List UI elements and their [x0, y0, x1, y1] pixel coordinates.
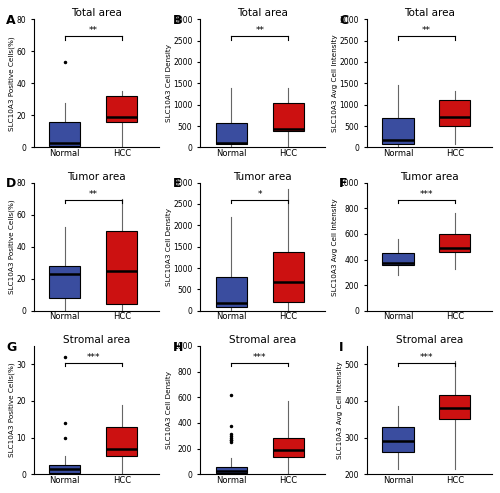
Title: Tumor area: Tumor area [67, 172, 126, 182]
Title: Stromal area: Stromal area [62, 335, 130, 345]
Bar [106, 426, 138, 456]
Y-axis label: SLC10A3 Positive Cells(%): SLC10A3 Positive Cells(%) [8, 199, 15, 294]
Bar [106, 231, 138, 305]
Text: D: D [6, 177, 16, 190]
Text: **: ** [422, 26, 431, 35]
Text: *: * [258, 190, 262, 199]
Title: Stromal area: Stromal area [396, 335, 463, 345]
Text: H: H [172, 341, 183, 354]
Text: **: ** [89, 190, 98, 199]
Bar [216, 277, 247, 307]
Text: A: A [6, 14, 16, 27]
Bar [49, 465, 80, 473]
Bar [382, 117, 414, 144]
Title: Stromal area: Stromal area [229, 335, 296, 345]
Title: Total area: Total area [237, 8, 288, 18]
Title: Total area: Total area [404, 8, 454, 18]
Y-axis label: SLC10A3 Positive Cells(%): SLC10A3 Positive Cells(%) [8, 363, 15, 458]
Title: Total area: Total area [70, 8, 122, 18]
Y-axis label: SLC10A3 Avg Cell Intensity: SLC10A3 Avg Cell Intensity [332, 198, 338, 295]
Text: ***: *** [253, 353, 266, 362]
Title: Tumor area: Tumor area [234, 172, 292, 182]
Bar [272, 438, 304, 457]
Bar [439, 101, 470, 126]
Text: E: E [172, 177, 181, 190]
Bar [382, 253, 414, 265]
Text: ***: *** [420, 353, 433, 362]
Bar [106, 96, 138, 122]
Bar [49, 266, 80, 298]
Bar [382, 426, 414, 452]
Bar [272, 103, 304, 131]
Text: C: C [339, 14, 348, 27]
Text: B: B [172, 14, 182, 27]
Y-axis label: SLC10A3 Cell Density: SLC10A3 Cell Density [166, 371, 172, 449]
Y-axis label: SLC10A3 Avg Cell Intensity: SLC10A3 Avg Cell Intensity [332, 35, 338, 132]
Bar [49, 122, 80, 146]
Bar [216, 467, 247, 473]
Title: Tumor area: Tumor area [400, 172, 458, 182]
Text: **: ** [89, 26, 98, 35]
Y-axis label: SLC10A3 Positive Cells(%): SLC10A3 Positive Cells(%) [8, 36, 15, 131]
Y-axis label: SLC10A3 Cell Density: SLC10A3 Cell Density [166, 44, 172, 122]
Bar [272, 252, 304, 302]
Y-axis label: SLC10A3 Avg Cell Intensity: SLC10A3 Avg Cell Intensity [337, 361, 343, 459]
Text: F: F [339, 177, 347, 190]
Bar [439, 234, 470, 252]
Bar [216, 123, 247, 144]
Text: I: I [339, 341, 344, 354]
Text: G: G [6, 341, 16, 354]
Text: **: ** [256, 26, 264, 35]
Text: ***: *** [86, 353, 100, 362]
Bar [439, 395, 470, 419]
Text: ***: *** [420, 190, 433, 199]
Y-axis label: SLC10A3 Cell Density: SLC10A3 Cell Density [166, 208, 172, 286]
